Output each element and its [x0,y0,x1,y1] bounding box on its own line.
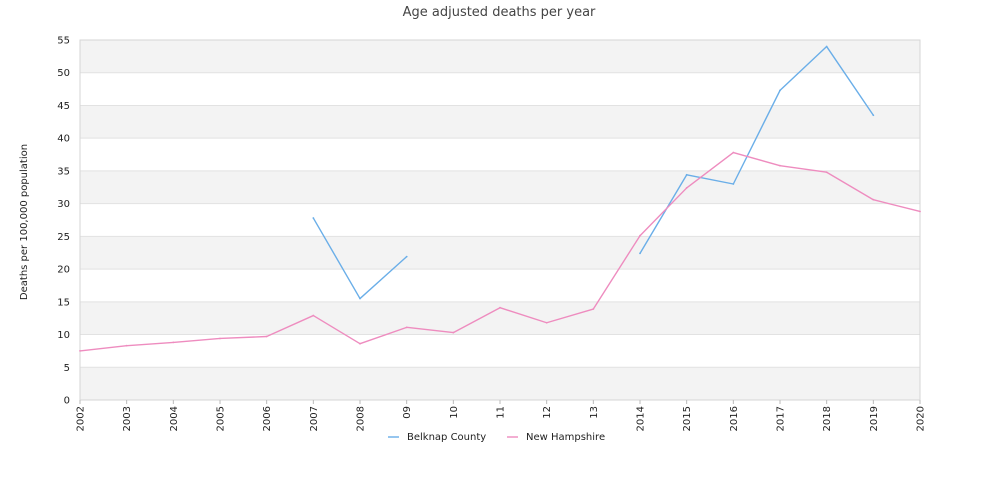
legend-label: New Hampshire [526,432,605,443]
data-point [685,187,688,189]
data-point [919,210,921,213]
x-tick-label: 10 [449,406,460,419]
x-tick-label: 11 [496,406,507,419]
data-point [639,234,641,237]
x-tick-label: 09 [402,406,413,419]
data-point [499,306,501,309]
data-point [359,342,361,345]
legend-label: Belknap County [407,432,486,443]
x-tick-label: 2007 [309,406,320,431]
grid-band [80,301,920,335]
y-tick-label: 55 [57,36,70,47]
x-tick-label: 2019 [869,406,880,431]
x-tick-label: 12 [542,406,553,419]
data-point [779,89,781,92]
data-point [312,217,315,219]
x-tick-label: 2014 [636,406,647,431]
y-tick-label: 40 [57,134,70,145]
y-tick-label: 20 [57,265,70,276]
data-point [405,255,408,258]
y-tick-label: 45 [57,101,70,112]
legend: Belknap County New Hampshire [388,432,605,443]
grid-band [80,367,920,400]
data-point [452,331,455,334]
data-point [265,335,268,338]
grid-band [80,269,920,302]
x-axis: 2002 2003 2004 2005 2006 2007 2008 09 10 11 12 13 20… [76,400,927,431]
y-tick-label: 50 [57,68,70,79]
data-point [872,114,875,117]
legend-item: New Hampshire [507,432,605,443]
data-point [405,326,408,329]
grid-band [80,236,920,270]
data-point [592,308,595,310]
data-point [79,350,81,352]
data-point [732,183,735,185]
data-point [685,173,688,176]
y-tick-label: 25 [57,232,70,243]
grid-band [80,170,920,204]
y-axis: 0 5 10 15 20 25 30 35 40 45 50 55 [57,36,70,407]
x-tick-label: 2008 [356,406,367,431]
legend-item: Belknap County [388,432,486,443]
grid-band [80,105,920,139]
x-tick-label: 2020 [916,406,927,431]
x-tick-label: 2005 [216,406,227,431]
grid-band [80,203,920,237]
grid-band [80,72,920,106]
y-tick-label: 10 [57,330,70,341]
data-point [732,151,735,154]
grid-band [80,334,920,368]
x-tick-label: 2016 [729,406,740,431]
y-tick-label: 35 [57,166,70,177]
data-point [219,337,221,340]
x-tick-label: 2015 [682,406,693,431]
series-belknap-county [312,45,875,300]
y-axis-label: Deaths per 100,000 population [19,144,30,300]
data-point [545,321,548,324]
y-tick-label: 5 [64,363,70,374]
x-tick-label: 2017 [776,406,787,431]
x-tick-label: 2002 [76,406,87,431]
chart-title: Age adjusted deaths per year [403,5,596,20]
data-point [825,45,828,48]
data-point [125,344,128,347]
grid-band [80,138,920,171]
x-tick-label: 2006 [262,406,273,431]
x-tick-label: 2003 [122,406,133,431]
y-tick-label: 30 [57,199,70,210]
data-point [172,341,175,344]
data-point [359,297,361,300]
data-point [312,314,315,317]
y-tick-label: 0 [64,396,70,407]
grid-bands [80,40,920,400]
x-tick-label: 2004 [169,406,180,431]
data-point [639,252,641,255]
y-tick-label: 15 [57,297,70,308]
series-layer [79,45,921,352]
series-new-hampshire [79,151,921,352]
data-point [779,164,781,167]
data-point [872,198,875,201]
grid-band [80,40,920,73]
data-point [825,171,828,174]
x-tick-label: 2018 [822,406,833,431]
x-tick-label: 13 [589,406,600,419]
